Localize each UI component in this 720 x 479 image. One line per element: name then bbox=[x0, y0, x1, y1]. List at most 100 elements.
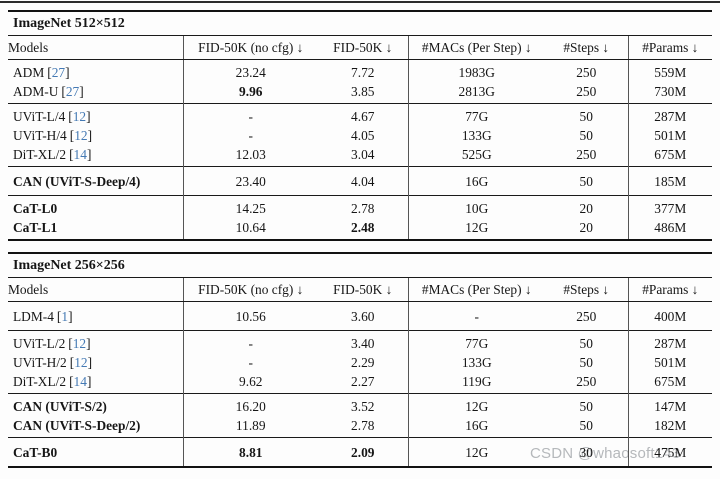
metric-cell: 23.40 bbox=[182, 166, 318, 196]
citation-ref[interactable]: 12 bbox=[74, 354, 88, 370]
metric-cell: 2.09 bbox=[351, 444, 375, 460]
metric-cell: 20 bbox=[579, 200, 593, 216]
bracket: [ bbox=[47, 64, 52, 80]
metric-cell: 501M bbox=[627, 352, 713, 372]
metric-cell: - bbox=[182, 330, 318, 353]
metric-cell: 2.27 bbox=[351, 373, 375, 389]
col-header-steps: #Steps ↓ bbox=[545, 277, 628, 302]
metric-cell: 4.67 bbox=[351, 108, 375, 124]
metric-cell: 250 bbox=[576, 146, 597, 162]
metric-cell: 287M bbox=[627, 103, 713, 126]
table-row: CAN (UViT-S-Deep/2) 11.89 2.78 16G 50 18… bbox=[8, 415, 713, 438]
model-cell: CaT-L1 bbox=[13, 219, 58, 235]
metric-cell: 2.78 bbox=[351, 200, 375, 216]
section-title-512: ImageNet 512×512 bbox=[8, 11, 713, 36]
metric-cell: 50 bbox=[579, 173, 593, 189]
table-row: ADM [27] 23.24 7.72 1983G 250 559M bbox=[8, 59, 713, 82]
citation-ref[interactable]: 12 bbox=[74, 127, 88, 143]
results-table-256: ImageNet 256×256 Models FID-50K (no cfg)… bbox=[8, 252, 713, 468]
bracket: [ bbox=[68, 335, 73, 351]
metric-cell: 119G bbox=[407, 371, 545, 394]
citation-ref[interactable]: 14 bbox=[73, 373, 87, 389]
metric-cell: - bbox=[182, 125, 318, 145]
metric-cell: - bbox=[407, 301, 545, 331]
model-cell: UViT-H/4 [12] bbox=[8, 126, 183, 145]
metric-cell: 9.62 bbox=[182, 371, 318, 394]
metric-cell: 10G bbox=[407, 195, 545, 218]
metric-cell: 50 bbox=[579, 335, 593, 351]
column-header-row: Models FID-50K (no cfg) ↓ FID-50K ↓ #MAC… bbox=[8, 277, 713, 302]
col-header-models: Models bbox=[8, 277, 183, 302]
model-cell: ADM-U [27] bbox=[8, 82, 183, 104]
table-row: CaT-L1 10.64 2.48 12G 20 486M bbox=[8, 217, 713, 240]
bracket: [ bbox=[56, 308, 62, 324]
metric-cell: 147M bbox=[627, 393, 713, 416]
table-row: CAN (UViT-S/2) 16.20 3.52 12G 50 147M bbox=[8, 393, 713, 416]
metric-cell: 9.96 bbox=[182, 81, 318, 104]
metric-cell: 250 bbox=[576, 308, 597, 324]
table-row: CAN (UViT-S-Deep/4) 23.40 4.04 16G 50 18… bbox=[8, 166, 713, 196]
metric-cell: 7.72 bbox=[351, 64, 375, 80]
model-cell: CAN (UViT-S/2) bbox=[13, 398, 107, 414]
col-header-fid-nocfg: FID-50K (no cfg) ↓ bbox=[182, 35, 318, 60]
page-top-rule bbox=[0, 1, 720, 3]
metric-cell: 23.24 bbox=[182, 59, 318, 82]
model-cell: ADM [27] bbox=[8, 60, 183, 82]
metric-cell: 250 bbox=[576, 83, 597, 99]
metric-cell: 2.48 bbox=[351, 219, 375, 235]
model-cell: CaT-L0 bbox=[13, 200, 58, 216]
metric-cell: 16G bbox=[407, 415, 545, 438]
metric-cell: 185M bbox=[627, 166, 713, 196]
metric-cell: 50 bbox=[579, 108, 593, 124]
citation: [14] bbox=[69, 374, 91, 389]
citation: [1] bbox=[57, 309, 73, 324]
col-header-steps: #Steps ↓ bbox=[545, 35, 628, 60]
metric-cell: 12G bbox=[407, 393, 545, 416]
bracket: ] bbox=[68, 308, 73, 324]
metric-cell: 133G bbox=[407, 352, 545, 372]
citation-ref[interactable]: 14 bbox=[73, 146, 87, 162]
metric-cell: 77G bbox=[407, 103, 545, 126]
model-name: ADM-U bbox=[13, 83, 59, 99]
metric-cell: 133G bbox=[407, 125, 545, 145]
citation: [14] bbox=[69, 147, 91, 162]
metric-cell: 559M bbox=[627, 59, 713, 82]
citation-ref[interactable]: 27 bbox=[51, 64, 66, 80]
model-name: LDM-4 bbox=[13, 308, 54, 324]
citation-ref[interactable]: 12 bbox=[72, 335, 87, 351]
metric-cell: 30 bbox=[579, 444, 593, 460]
bracket: [ bbox=[69, 354, 75, 370]
bracket: ] bbox=[87, 127, 93, 143]
bracket: [ bbox=[69, 146, 74, 162]
bracket: ] bbox=[86, 146, 92, 162]
citation-ref[interactable]: 12 bbox=[72, 108, 87, 124]
citation: [12] bbox=[68, 109, 90, 124]
metric-cell: 50 bbox=[579, 417, 593, 433]
col-header-macs: #MACs (Per Step) ↓ bbox=[407, 35, 545, 60]
model-cell: UViT-L/2 [12] bbox=[8, 331, 183, 353]
model-name: UViT-L/2 bbox=[13, 335, 66, 351]
metric-cell: 3.52 bbox=[351, 398, 375, 414]
table-row: UViT-L/4 [12] - 4.67 77G 50 287M bbox=[8, 103, 713, 126]
section-title-row: ImageNet 512×512 bbox=[8, 11, 713, 36]
metric-cell: 486M bbox=[627, 217, 713, 240]
metric-cell: 250 bbox=[576, 373, 597, 389]
citation-ref[interactable]: 1 bbox=[61, 308, 69, 324]
metric-cell: 2.29 bbox=[351, 354, 375, 370]
citation-ref[interactable]: 27 bbox=[65, 83, 80, 99]
bracket: ] bbox=[79, 83, 84, 99]
model-name: UViT-L/4 bbox=[13, 108, 66, 124]
bracket: ] bbox=[86, 335, 91, 351]
citation: [12] bbox=[70, 128, 92, 143]
metric-cell: 50 bbox=[579, 398, 593, 414]
metric-cell: 3.85 bbox=[351, 83, 375, 99]
table-row: CaT-L0 14.25 2.78 10G 20 377M bbox=[8, 195, 713, 218]
table-row: UViT-H/4 [12] - 4.05 133G 50 501M bbox=[8, 125, 713, 145]
model-cell: UViT-H/2 [12] bbox=[8, 353, 183, 372]
metric-cell: 2.78 bbox=[351, 417, 375, 433]
metric-cell: 3.60 bbox=[351, 308, 375, 324]
metric-cell: 675M bbox=[627, 371, 713, 394]
metric-cell: 50 bbox=[579, 354, 593, 370]
metric-cell: 50 bbox=[579, 127, 593, 143]
metric-cell: 16G bbox=[407, 166, 545, 196]
